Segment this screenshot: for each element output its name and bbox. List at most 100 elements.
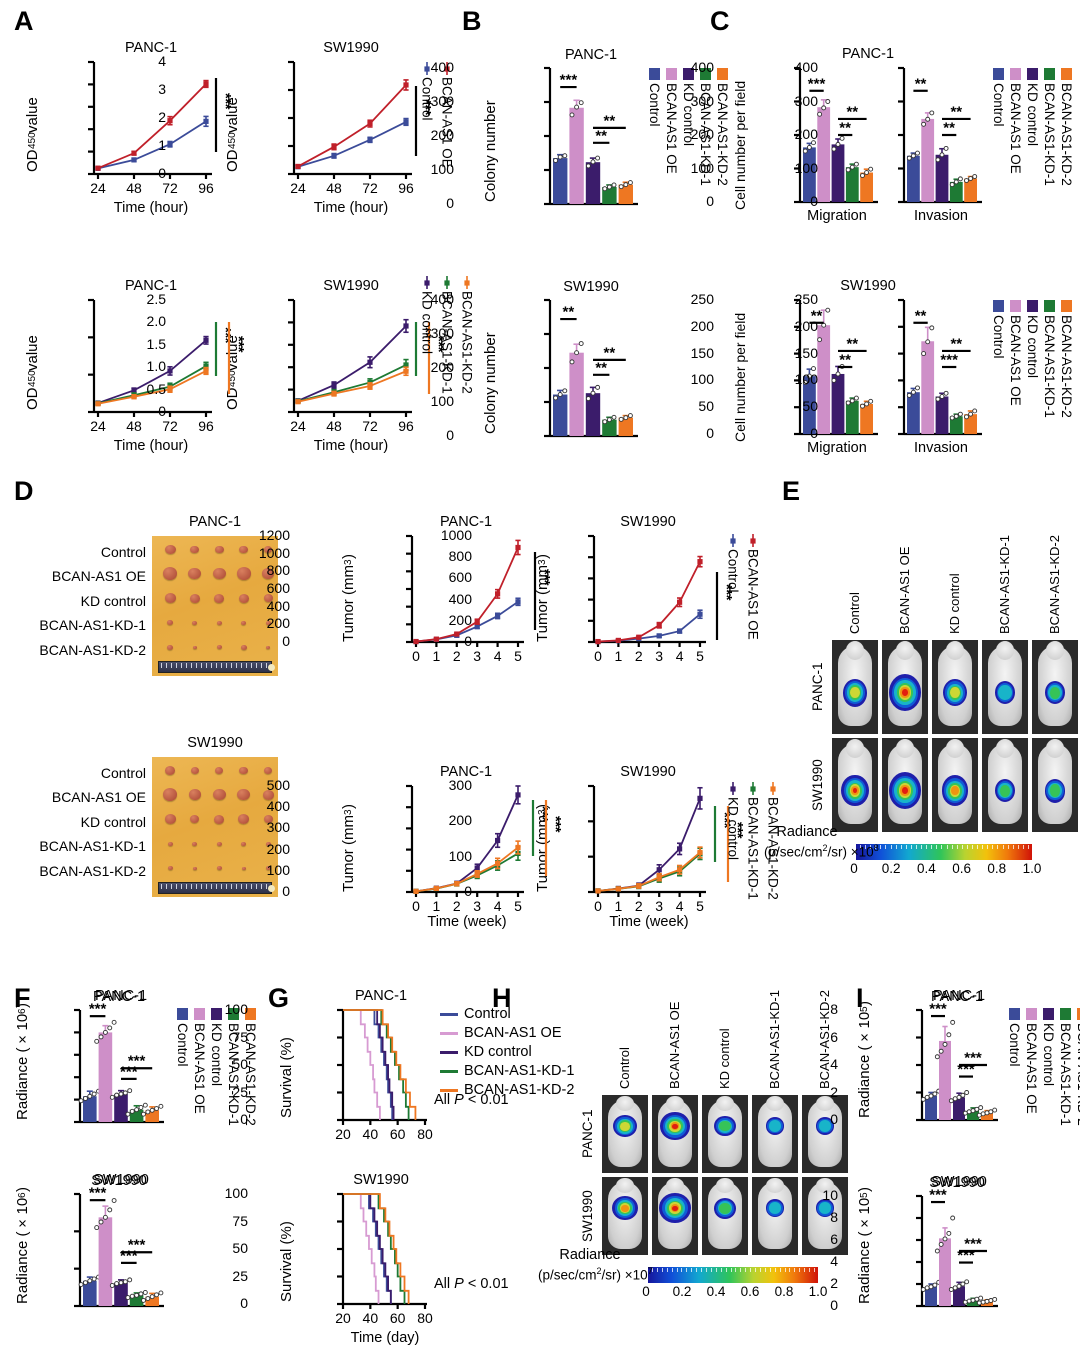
- mouse-image: [602, 1177, 648, 1255]
- svg-text:**: **: [604, 344, 616, 361]
- colorbar-tick-label: 0.6: [740, 1284, 760, 1299]
- svg-text:**: **: [839, 352, 851, 369]
- y-tick: 2: [158, 109, 166, 125]
- colorbar-tick: [1007, 845, 1009, 849]
- x-tick: 5: [514, 648, 522, 664]
- y-tick: 400: [690, 59, 714, 75]
- y-tick: 0.5: [146, 380, 166, 397]
- tumor-nodule: [167, 866, 173, 871]
- significance-bracket: ***: [426, 322, 447, 394]
- chart-title: SW1990: [931, 1174, 987, 1190]
- legend-item: BCAN-AS1-KD-1: [1042, 68, 1057, 199]
- y-tick: 50: [232, 1056, 248, 1072]
- svg-text:***: ***: [964, 1050, 982, 1067]
- legend-item: Control: [440, 1006, 574, 1022]
- tumor-nodule: [266, 645, 270, 650]
- legend-swatch: [993, 300, 1004, 312]
- y-tick: 400: [430, 291, 454, 307]
- colorbar-tick: [745, 1268, 747, 1272]
- tumor-nodule: [238, 814, 249, 824]
- y-tick: 300: [430, 93, 454, 109]
- mouse-head: [1045, 640, 1065, 660]
- legend-label: KD control: [1025, 83, 1040, 147]
- legend: Control BCAN-AS1 OE KD control BCAN-AS1-KD-…: [991, 68, 1074, 199]
- x-tick: 5: [696, 648, 704, 664]
- colorbar-tick: [804, 1268, 806, 1272]
- x-tick: 96: [198, 418, 214, 434]
- legend-item: KD control: [440, 1044, 574, 1060]
- photo-background: [152, 536, 278, 676]
- mouse-head: [845, 738, 865, 758]
- tumor-nodule: [240, 644, 247, 650]
- radiance-signal: [902, 689, 908, 696]
- radiance-colorbar: [856, 844, 1032, 860]
- mouse-image: [982, 738, 1028, 832]
- x-axis-label: Time (hour): [313, 438, 389, 454]
- radiance-scale-title: Radiance: [776, 824, 838, 840]
- colorbar-tick: [972, 845, 973, 849]
- ruler-tick: [196, 663, 197, 668]
- legend-swatch: [177, 1008, 188, 1020]
- row-label: PANC-1: [580, 1109, 595, 1159]
- legend-label: BCAN-AS1 OE: [745, 549, 761, 640]
- ruler-ticks: [158, 882, 272, 894]
- y-tick: 400: [430, 59, 454, 75]
- radiance-signal: [818, 1120, 832, 1132]
- colorbar-tick: [951, 845, 953, 849]
- significance-bracket: **: [413, 322, 434, 376]
- tumor-nodule: [265, 620, 271, 626]
- legend-marker: [442, 62, 452, 75]
- chart-title: PANC-1: [930, 989, 984, 1005]
- legend-label: BCAN-AS1-KD-2: [464, 1082, 575, 1098]
- y-tick: 400: [266, 798, 290, 815]
- mouse-image: [832, 738, 878, 832]
- ruler-tick: [191, 663, 192, 668]
- svg-text:***: ***: [128, 1053, 146, 1070]
- tumor-nodule: [216, 620, 222, 626]
- x-tick: 48: [326, 418, 342, 434]
- colorbar-tick: [865, 845, 867, 849]
- legend-item: BCAN-AS1-KD-2: [440, 1082, 574, 1098]
- y-tick: 200: [448, 611, 472, 628]
- legend-label: BCAN-AS1 OE: [464, 1025, 562, 1041]
- legend-marker: [728, 534, 738, 547]
- colorbar-tick: [715, 1268, 717, 1272]
- x-tick: 4: [493, 898, 502, 914]
- radiance-colorbar: [648, 1267, 818, 1283]
- row-label: SW1990: [580, 1190, 595, 1242]
- y-tick: 0: [446, 195, 454, 211]
- y-tick: 75: [232, 1028, 248, 1045]
- mouse-image: [932, 640, 978, 734]
- svg-text:**: **: [950, 335, 962, 352]
- colorbar-tick: [666, 1268, 668, 1272]
- tumor-nodule: [163, 788, 177, 801]
- colorbar-tick: [809, 1268, 811, 1272]
- y-tick: 50: [232, 1240, 248, 1256]
- legend-item: BCAN-AS1 OE: [192, 1008, 207, 1139]
- y-tick: 100: [430, 161, 454, 177]
- x-tick: 20: [335, 1126, 351, 1142]
- panel-a: PANC-101234524487296SW19900123424487296P…: [0, 0, 475, 460]
- colorbar-tick: [750, 1268, 752, 1272]
- colorbar-tick: [696, 1268, 698, 1272]
- y-axis-label: Tumor (mm 3): [340, 804, 357, 893]
- colorbar-tick: [982, 845, 984, 849]
- legend-swatch: [245, 1008, 256, 1020]
- y-tick: 3: [158, 81, 166, 97]
- svg-text:**: **: [950, 103, 962, 120]
- svg-text:***: ***: [957, 1247, 975, 1264]
- row-label: SW1990: [810, 759, 825, 811]
- colorbar-tick: [691, 1268, 693, 1272]
- x-tick: 2: [634, 648, 643, 664]
- svg-text:**: **: [595, 127, 607, 144]
- svg-text:**: **: [915, 75, 927, 92]
- y-tick: 100: [794, 159, 818, 176]
- y-tick: 500: [266, 777, 290, 793]
- y-tick: 100: [690, 371, 714, 388]
- x-axis-label: Time (hour): [113, 438, 189, 454]
- colorbar-tick: [1022, 845, 1024, 849]
- significance-bracket: ***: [725, 806, 746, 882]
- y-tick: 150: [794, 344, 818, 361]
- colorbar-tick: [794, 1268, 796, 1272]
- legend-swatch: [1027, 300, 1038, 312]
